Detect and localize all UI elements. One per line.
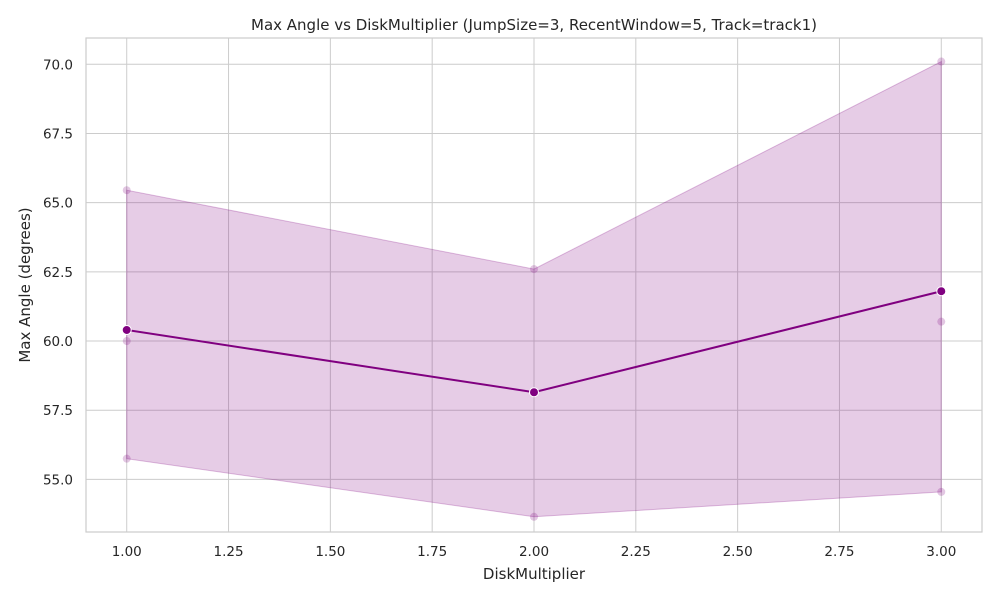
y-tick-label: 65.0 bbox=[43, 196, 73, 212]
scatter-point bbox=[122, 186, 131, 195]
scatter-point bbox=[937, 487, 946, 496]
x-tick-label: 2.50 bbox=[723, 544, 753, 560]
y-tick-label: 62.5 bbox=[43, 265, 73, 281]
mean-marker bbox=[936, 286, 947, 297]
mean-marker bbox=[529, 387, 539, 398]
y-tick-label: 70.0 bbox=[43, 57, 73, 73]
scatter-layer bbox=[122, 57, 946, 521]
y-axis-label: Max Angle (degrees) bbox=[16, 207, 34, 362]
x-axis-label: DiskMultiplier bbox=[483, 565, 586, 583]
x-tick-label: 2.75 bbox=[824, 544, 854, 560]
scatter-point bbox=[937, 317, 946, 326]
confidence-band bbox=[126, 60, 942, 518]
y-tick-label: 57.5 bbox=[43, 403, 73, 419]
mean-marker bbox=[121, 324, 132, 335]
mean-line-layer bbox=[121, 286, 947, 398]
tick-labels: 1.00 1.25 1.50 1.75 2.00 2.25 2.50 2.75 3.00 55.0… bbox=[43, 57, 956, 560]
scatter-point bbox=[122, 337, 131, 346]
scatter-point bbox=[530, 512, 538, 521]
x-tick-label: 1.00 bbox=[112, 544, 142, 560]
x-tick-label: 2.00 bbox=[519, 544, 549, 560]
scatter-point bbox=[530, 265, 538, 274]
grid bbox=[86, 38, 982, 532]
y-tick-label: 60.0 bbox=[43, 334, 73, 350]
scatter-point bbox=[122, 454, 131, 463]
x-tick-label: 3.00 bbox=[926, 544, 956, 560]
x-tick-label: 1.50 bbox=[315, 544, 345, 560]
scatter-point bbox=[937, 57, 946, 66]
confidence-band-layer bbox=[126, 60, 942, 518]
plot-frame bbox=[85, 37, 983, 533]
x-tick-label: 2.25 bbox=[621, 544, 651, 560]
chart-title: Max Angle vs DiskMultiplier (JumpSize=3,… bbox=[251, 16, 817, 34]
y-tick-label: 67.5 bbox=[43, 126, 73, 142]
y-tick-label: 55.0 bbox=[43, 472, 73, 488]
x-tick-label: 1.25 bbox=[214, 544, 244, 560]
x-tick-label: 1.75 bbox=[417, 544, 447, 560]
